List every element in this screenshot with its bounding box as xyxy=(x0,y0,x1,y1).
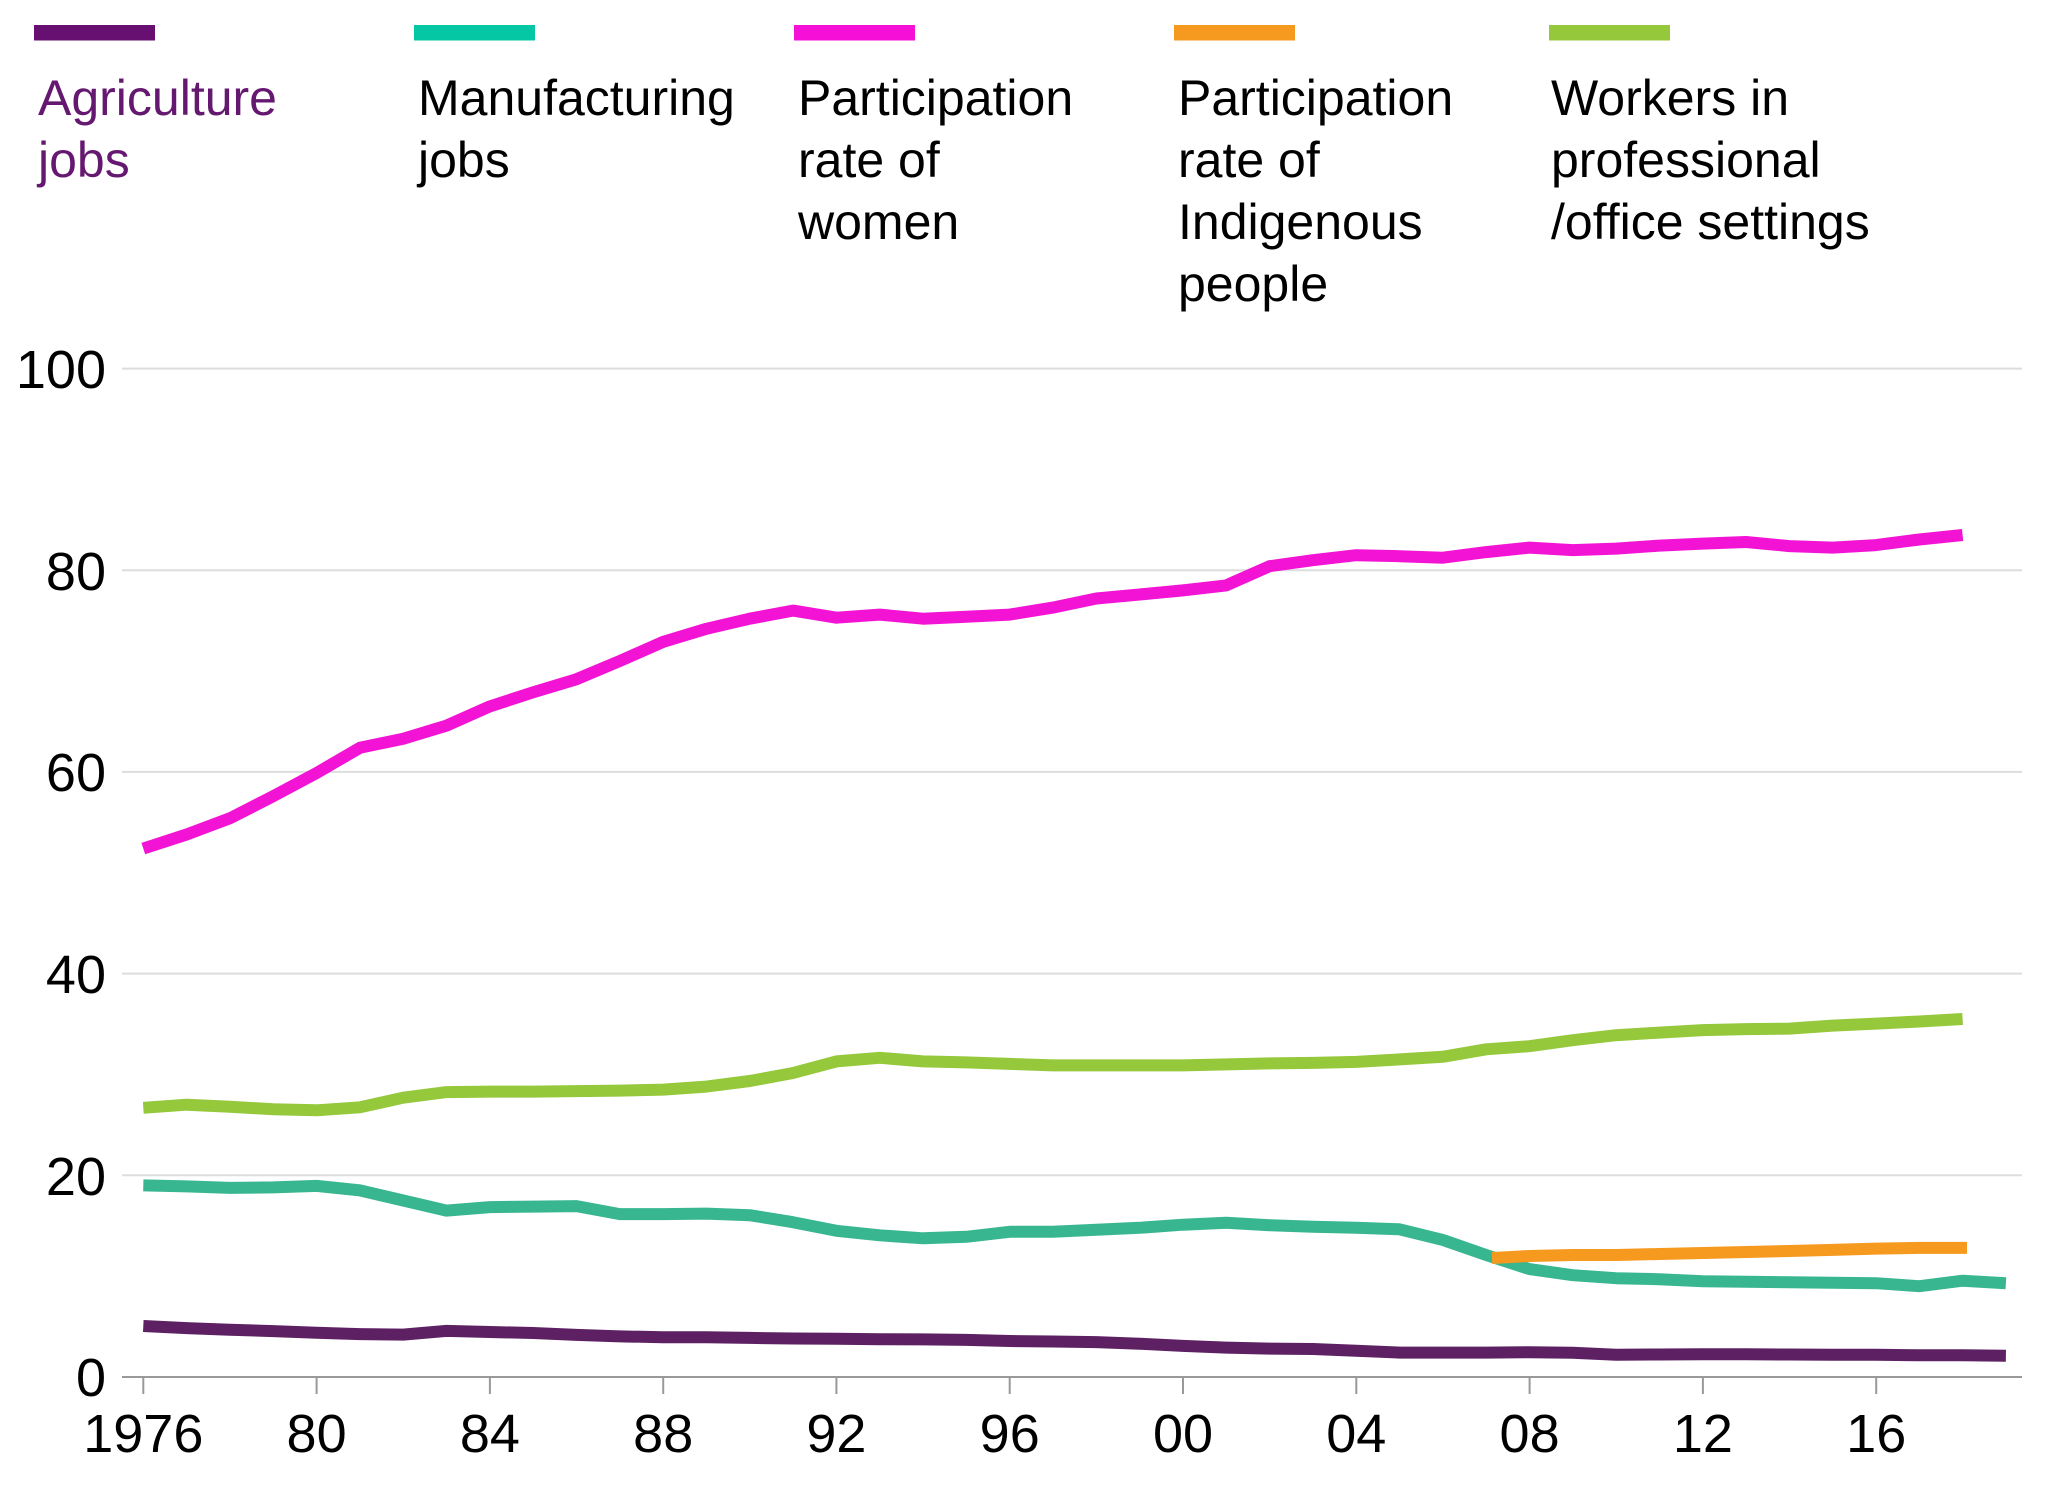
svg-text:96: 96 xyxy=(980,1404,1040,1464)
svg-text:84: 84 xyxy=(460,1404,520,1464)
svg-text:80: 80 xyxy=(287,1404,347,1464)
svg-text:92: 92 xyxy=(806,1404,866,1464)
svg-text:80: 80 xyxy=(46,542,106,602)
svg-text:1976: 1976 xyxy=(83,1404,203,1464)
svg-text:40: 40 xyxy=(46,945,106,1005)
svg-text:04: 04 xyxy=(1326,1404,1386,1464)
svg-text:12: 12 xyxy=(1673,1404,1733,1464)
svg-text:0: 0 xyxy=(76,1348,106,1408)
svg-text:08: 08 xyxy=(1500,1404,1560,1464)
svg-text:60: 60 xyxy=(46,743,106,803)
svg-text:16: 16 xyxy=(1846,1404,1906,1464)
svg-text:00: 00 xyxy=(1153,1404,1213,1464)
svg-text:100: 100 xyxy=(16,340,106,400)
svg-text:88: 88 xyxy=(633,1404,693,1464)
svg-text:20: 20 xyxy=(46,1147,106,1207)
